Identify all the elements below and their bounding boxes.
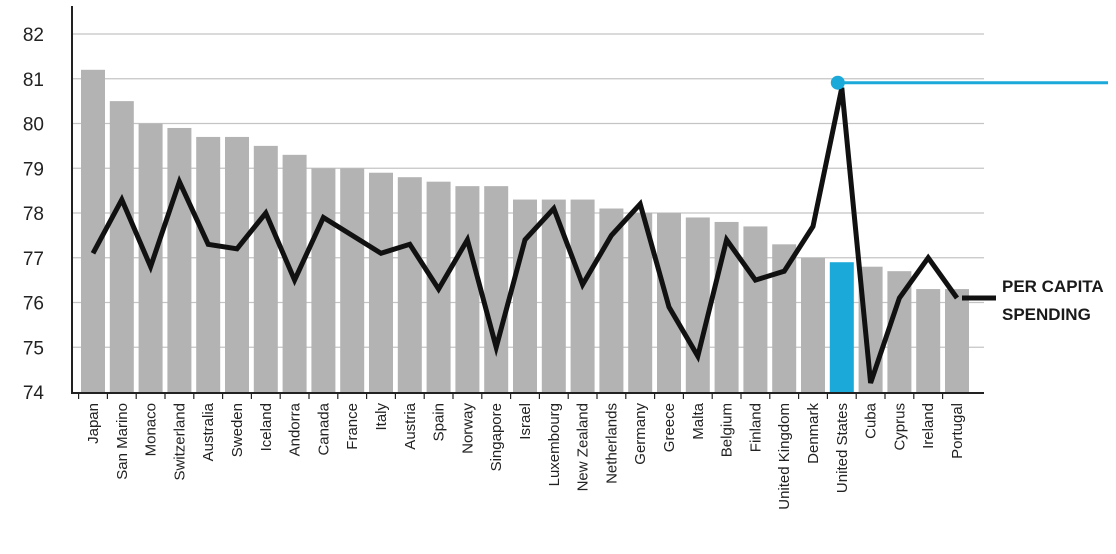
y-tick-label-76: 76 — [23, 294, 44, 315]
x-tick-label-france: France — [344, 403, 361, 450]
bar-canada — [311, 168, 336, 392]
spending-line-group — [90, 87, 960, 384]
x-tick-label-iceland: Iceland — [258, 403, 275, 451]
x-tick-label-malta: Malta — [690, 402, 707, 439]
highlight-marker — [830, 75, 845, 90]
x-tick-label-andorra: Andorra — [287, 402, 304, 456]
bar-france — [340, 168, 365, 392]
x-tick-label-ireland: Ireland — [920, 403, 937, 449]
bar-austria — [397, 177, 422, 392]
bar-singapore — [484, 186, 509, 392]
x-tick-label-japan: Japan — [85, 403, 102, 444]
bar-ireland — [916, 289, 941, 392]
bar-switzerland — [167, 127, 192, 392]
x-tick-label-cyprus: Cyprus — [891, 403, 908, 451]
bar-australia — [196, 136, 221, 392]
bar-norway — [455, 186, 480, 392]
x-tick-label-belgium: Belgium — [719, 403, 736, 457]
line-legend-label-1: PER CAPITA — [1002, 277, 1104, 296]
bar-united-states — [829, 262, 854, 392]
x-tick-label-monaco: Monaco — [143, 403, 160, 456]
x-tick-label-denmark: Denmark — [805, 403, 822, 464]
y-tick-label-80: 80 — [23, 115, 44, 136]
bar-monaco — [138, 123, 163, 392]
x-tick-label-united-kingdom: United Kingdom — [776, 403, 793, 510]
x-tick-label-canada: Canada — [315, 402, 332, 455]
y-tick-label-82: 82 — [23, 25, 44, 46]
y-tick-label-79: 79 — [23, 159, 44, 180]
x-tick-label-singapore: Singapore — [488, 403, 505, 471]
bar-united-kingdom — [772, 244, 797, 392]
x-tick-label-italy: Italy — [373, 403, 390, 431]
y-tick-label-78: 78 — [23, 204, 44, 225]
x-tick-label-finland: Finland — [747, 403, 764, 452]
bar-san-marino — [109, 101, 134, 392]
x-tick-label-spain: Spain — [431, 403, 448, 441]
x-tick-label-israel: Israel — [517, 403, 534, 440]
x-tick-label-cuba: Cuba — [863, 402, 880, 439]
spending-line — [90, 87, 960, 384]
annotations: PER CAPITA SPENDING — [830, 75, 1108, 324]
bar-germany — [628, 213, 653, 392]
bar-sweden — [225, 136, 249, 392]
x-tick-label-united-states: United States — [834, 403, 851, 493]
bar-andorra — [282, 154, 307, 392]
y-tick-label-77: 77 — [23, 249, 44, 270]
bar-iceland — [253, 145, 278, 392]
bar-portugal — [945, 289, 969, 392]
x-tick-labels: Japan San Marino Monaco Switzerland Australi… — [85, 402, 966, 509]
bar-italy — [369, 172, 393, 392]
bar-finland — [743, 226, 768, 392]
x-tick-label-norway: Norway — [459, 403, 476, 454]
bar-malta — [685, 217, 710, 392]
y-tick-label-75: 75 — [23, 338, 44, 359]
x-tick-label-new-zealand: New Zealand — [575, 403, 592, 491]
x-tick-label-san-marino: San Marino — [114, 403, 131, 480]
x-tick-label-greece: Greece — [661, 403, 678, 452]
x-tick-label-luxembourg: Luxembourg — [546, 403, 563, 486]
line-legend-label-2: SPENDING — [1002, 305, 1091, 324]
y-tick-label-81: 81 — [23, 70, 44, 91]
x-tick-label-switzerland: Switzerland — [171, 403, 188, 481]
x-tick-label-austria: Austria — [402, 402, 419, 449]
bar-denmark — [801, 257, 825, 392]
x-tick-label-germany: Germany — [632, 403, 649, 465]
x-tick-label-netherlands: Netherlands — [603, 403, 620, 484]
y-tick-label-74: 74 — [23, 383, 45, 404]
y-tick-labels: 74 75 76 77 78 79 80 81 82 — [23, 25, 45, 404]
x-tick-label-portugal: Portugal — [949, 403, 966, 459]
x-tick-label-australia: Australia — [200, 402, 217, 461]
axes — [71, 6, 984, 399]
bar-japan — [81, 69, 105, 393]
bars — [81, 69, 969, 393]
x-tick-label-sweden: Sweden — [229, 403, 246, 457]
bar-new-zealand — [570, 199, 595, 392]
bar-cyprus — [887, 271, 912, 392]
